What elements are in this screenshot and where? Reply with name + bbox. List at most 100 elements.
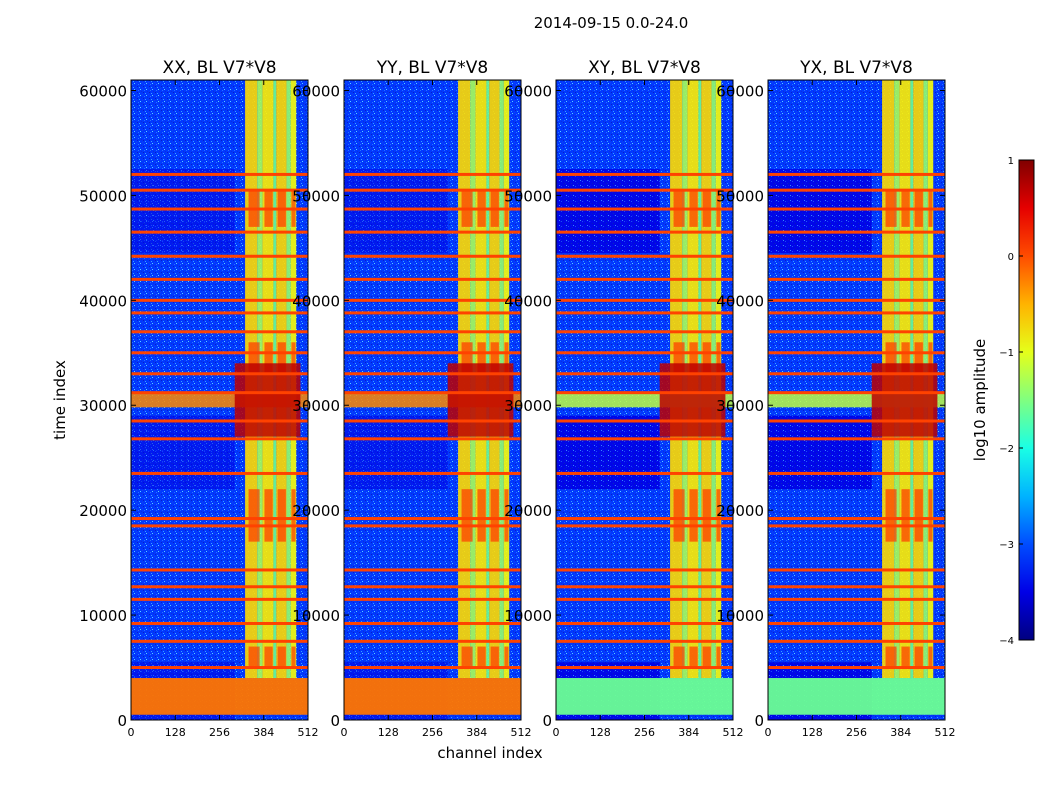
rfi-blob xyxy=(716,646,721,668)
rfi-blob xyxy=(248,489,260,542)
flagged-row xyxy=(556,471,733,475)
flagged-row xyxy=(131,639,308,643)
event-core xyxy=(234,363,301,437)
colorbar-tick-label: −1 xyxy=(999,348,1014,359)
y-tick-label: 30000 xyxy=(504,397,552,415)
flagged-row xyxy=(556,207,733,211)
flagged-row xyxy=(768,568,945,572)
flagged-row xyxy=(344,254,521,258)
flagged-row xyxy=(556,639,733,643)
x-tick-label: 384 xyxy=(890,726,911,739)
panel-title: XY, BL V7*V8 xyxy=(588,58,701,78)
flagged-row xyxy=(131,391,308,395)
rfi-blob xyxy=(277,489,286,542)
rfi-blob xyxy=(716,489,721,542)
x-tick-label: 512 xyxy=(723,726,744,739)
y-tick-label: 0 xyxy=(117,712,127,730)
flagged-row xyxy=(556,311,733,315)
flagged-row xyxy=(556,666,733,670)
quiet-region xyxy=(131,169,235,254)
y-tick-label: 50000 xyxy=(716,187,764,205)
panel-xx: XX, BL V7*V8 0 128 256 384 512 0 10000 20000 3000… xyxy=(79,58,318,739)
rfi-blob xyxy=(477,646,486,668)
flagged-row xyxy=(556,372,733,376)
flagged-row xyxy=(768,207,945,211)
y-tick-label: 50000 xyxy=(292,187,340,205)
flagged-row xyxy=(768,372,945,376)
flagged-row xyxy=(344,172,521,176)
flagged-row xyxy=(768,524,945,528)
rfi-blob xyxy=(901,646,910,668)
flagged-row xyxy=(131,230,308,234)
flagged-row xyxy=(344,666,521,670)
flagged-row xyxy=(768,277,945,281)
rfi-blob xyxy=(248,646,260,668)
rfi-blob xyxy=(689,489,698,542)
rfi-blob xyxy=(885,342,897,374)
flagged-row xyxy=(131,517,308,521)
x-tick-label: 384 xyxy=(678,726,699,739)
quiet-region xyxy=(556,415,660,490)
flagged-row xyxy=(344,419,521,423)
quiet-region xyxy=(768,169,872,254)
y-tick-label: 10000 xyxy=(504,607,552,625)
panel-xy: XY, BL V7*V8 0 128 256 384 512 0 10000 20000 3000… xyxy=(504,58,743,739)
x-tick-label: 256 xyxy=(634,726,655,739)
x-tick-label: 384 xyxy=(253,726,274,739)
flagged-row xyxy=(344,517,521,521)
panel-title: YY, BL V7*V8 xyxy=(376,58,489,78)
colorbar-tick-label: −3 xyxy=(999,540,1014,551)
y-tick-label: 50000 xyxy=(79,187,127,205)
rfi-blob xyxy=(673,489,685,542)
quiet-region xyxy=(344,415,448,490)
flagged-row xyxy=(344,568,521,572)
rfi-blob xyxy=(901,342,910,374)
flagged-row xyxy=(768,666,945,670)
flagged-row xyxy=(556,585,733,589)
y-tick-label: 40000 xyxy=(716,292,764,310)
flagged-row xyxy=(131,351,308,355)
flagged-row xyxy=(768,330,945,334)
flagged-row xyxy=(556,437,733,441)
y-tick-label: 60000 xyxy=(504,82,552,100)
flagged-row xyxy=(768,471,945,475)
flagged-row xyxy=(344,524,521,528)
rfi-blob xyxy=(264,342,273,374)
flagged-row xyxy=(556,254,733,258)
flagged-row xyxy=(556,568,733,572)
rfi-blob xyxy=(461,489,473,542)
flagged-row xyxy=(131,419,308,423)
rfi-blob xyxy=(914,489,923,542)
rfi-blob xyxy=(291,342,296,374)
rfi-blob xyxy=(885,646,897,668)
x-tick-label: 0 xyxy=(341,726,348,739)
rfi-blob xyxy=(689,646,698,668)
colorbar: 1 0 −1 −2 −3 −4 log10 amplitude xyxy=(971,156,1035,647)
y-tick-label: 50000 xyxy=(504,187,552,205)
rfi-blob xyxy=(504,489,509,542)
rfi-blob xyxy=(291,646,296,668)
quiet-region xyxy=(131,415,235,490)
y-tick-label: 30000 xyxy=(79,397,127,415)
y-tick-label: 40000 xyxy=(292,292,340,310)
colorbar-tick-label: −2 xyxy=(999,444,1014,455)
y-tick-label: 10000 xyxy=(292,607,340,625)
y-tick-label: 30000 xyxy=(292,397,340,415)
flagged-row xyxy=(344,330,521,334)
colorbar-label: log10 amplitude xyxy=(971,339,989,462)
rfi-blob xyxy=(264,489,273,542)
flagged-row xyxy=(768,419,945,423)
rfi-blob xyxy=(461,342,473,374)
y-tick-label: 10000 xyxy=(79,607,127,625)
flagged-row xyxy=(344,372,521,376)
rfi-blob xyxy=(914,342,923,374)
flagged-row xyxy=(556,517,733,521)
flagged-row xyxy=(131,330,308,334)
flagged-row xyxy=(768,311,945,315)
flagged-row xyxy=(344,639,521,643)
x-tick-label: 128 xyxy=(802,726,823,739)
rfi-blob xyxy=(702,646,711,668)
flagged-row xyxy=(131,372,308,376)
low-band xyxy=(556,678,733,715)
flagged-row xyxy=(556,277,733,281)
